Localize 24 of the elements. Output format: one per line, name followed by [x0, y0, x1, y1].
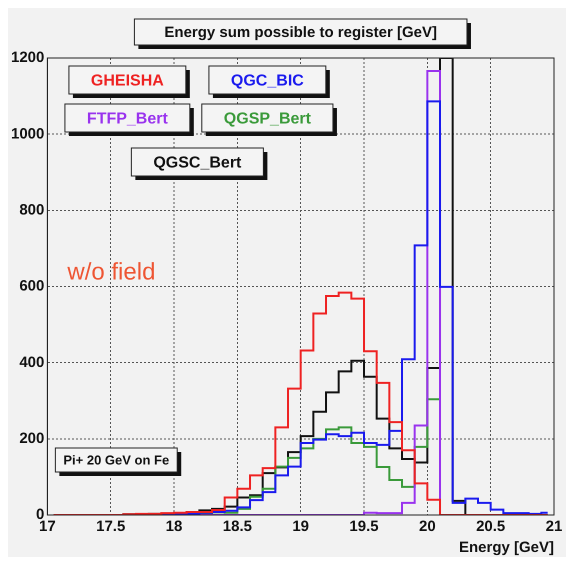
y-tick-label: 200 [19, 430, 44, 447]
y-tick-label: 1200 [10, 49, 44, 66]
y-tick-label: 600 [19, 278, 44, 295]
y-tick-label: 800 [19, 201, 44, 218]
annotation: Pi+ 20 GeV on Fe [63, 452, 170, 468]
x-tick-label: 17.5 [96, 518, 126, 536]
text: QGC_BIC [230, 72, 304, 90]
x-tick-label: 20 [419, 518, 436, 536]
text: GHEISHA [90, 72, 164, 90]
y-tick-label: 400 [19, 354, 44, 371]
x-tick-label: 19 [292, 518, 310, 536]
x-tick-label: 20.5 [476, 518, 506, 536]
x-tick-label: 21 [546, 518, 562, 536]
x-tick-label: 18 [166, 518, 182, 536]
text: QGSC_Bert [153, 154, 242, 172]
chart-title: Energy sum possible to register [GeV] [164, 24, 437, 42]
annotation: w/o field [66, 258, 156, 286]
x-tick-label: 19.5 [349, 518, 379, 536]
x-tick-label: 18.5 [222, 518, 252, 536]
x-axis-title: Energy [GeV] [458, 539, 554, 556]
x-tick-label: 17 [39, 518, 56, 536]
text: QGSP_Bert [224, 110, 312, 128]
y-tick-label: 1000 [10, 125, 44, 142]
text: FTFP_Bert [86, 110, 168, 128]
